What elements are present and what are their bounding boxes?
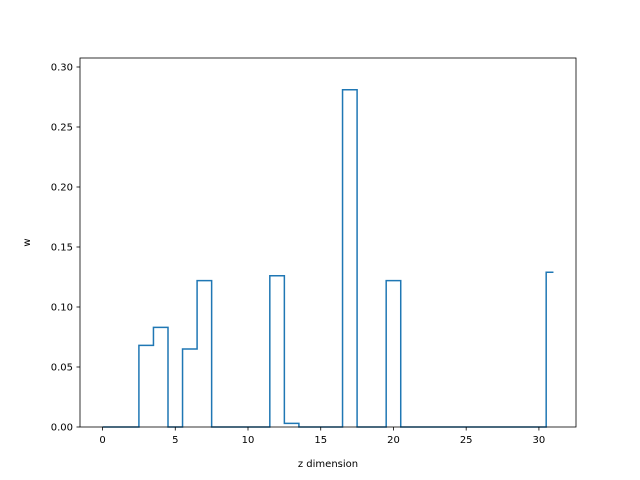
x-tick-label: 5	[172, 435, 178, 446]
y-tick-label: 0.05	[51, 363, 73, 374]
y-tick-label: 0.20	[51, 183, 73, 194]
x-axis-label: z dimension	[298, 459, 358, 470]
x-axis-ticks: 0 5 10 15 20 25 30	[99, 427, 545, 446]
x-tick-label: 15	[314, 435, 327, 446]
y-tick-label: 0.30	[51, 63, 73, 74]
axes-frame	[79, 57, 577, 428]
y-tick-label: 0.00	[51, 423, 73, 434]
x-tick-label: 25	[460, 435, 473, 446]
y-axis-label: w	[22, 238, 33, 246]
x-tick-label: 0	[99, 435, 105, 446]
x-tick-label: 10	[242, 435, 255, 446]
y-tick-label: 0.15	[51, 243, 73, 254]
x-tick-label: 20	[387, 435, 400, 446]
y-tick-label: 0.10	[51, 303, 73, 314]
y-axis-ticks: 0.00 0.05 0.10 0.15 0.20 0.25 0.30	[51, 63, 80, 434]
y-tick-label: 0.25	[51, 123, 73, 134]
x-tick-label: 30	[533, 435, 546, 446]
